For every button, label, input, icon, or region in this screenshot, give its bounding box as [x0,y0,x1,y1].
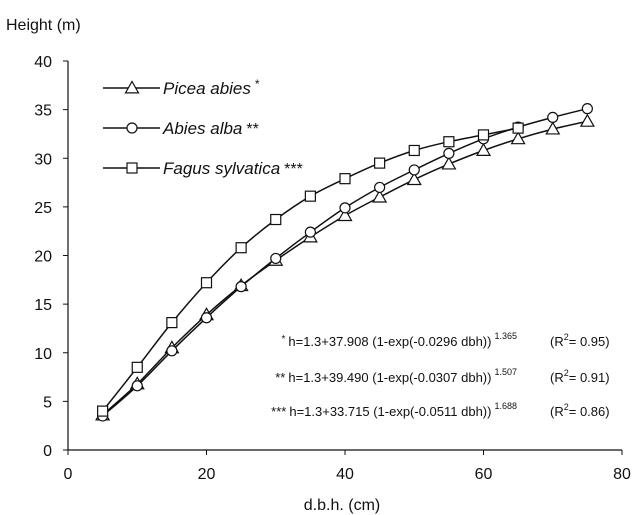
data-point-fagus-sylvatica [477,129,490,141]
data-point-abies-alba [304,226,316,238]
data-point-abies-alba [443,147,455,159]
x-tick-label: 80 [613,466,631,483]
y-tick-label: 0 [43,443,52,460]
x-tick-label: 20 [198,466,216,483]
data-point-picea-abies [406,171,422,186]
y-tick-label: 35 [34,103,52,120]
legend-marker-square [126,162,138,174]
data-point-fagus-sylvatica [131,361,143,373]
equation-text: ** h=1.3+39.490 (1-exp(-0.0307 dbh)) 1.507 [275,367,517,385]
data-point-picea-abies [475,142,492,156]
data-point-abies-alba [581,103,593,115]
axes: 0 5 10 15 20 25 30 35 40 0 20 40 60 80 [34,54,631,483]
equation-2: ** h=1.3+39.490 (1-exp(-0.0307 dbh)) 1.507… [275,367,609,385]
legend-label: Picea abies * [163,77,260,98]
y-axis-label: Height (m) [6,17,81,34]
equation-3: *** h=1.3+33.715 (1-exp(-0.0511 dbh)) 1.68… [271,401,609,419]
data-point-abies-alba [200,312,213,324]
x-tick-label: 60 [475,466,493,483]
data-point-abies-alba [374,181,386,194]
data-point-picea-abies [545,121,561,135]
legend-label: Fagus sylvatica *** [163,159,303,178]
legend-marker-circle [126,122,138,134]
equations: * h=1.3+37.908 (1-exp(-0.0296 dbh)) 1.365 (… [271,331,609,419]
r-squared-text: (R2= 0.91) [550,368,610,385]
data-point-picea-abies [441,156,457,170]
plot-area [95,103,595,422]
data-point-abies-alba [547,111,559,124]
legend-item-fagus-sylvatica: Fagus sylvatica *** [103,159,303,178]
data-point-abies-alba [166,345,178,357]
equation-text: * h=1.3+37.908 (1-exp(-0.0296 dbh)) 1.365 [281,331,517,349]
equation-text: *** h=1.3+33.715 (1-exp(-0.0511 dbh)) 1.68… [271,401,517,419]
y-tick-label: 25 [34,200,52,217]
data-point-fagus-sylvatica [166,317,178,329]
data-point-fagus-sylvatica [235,242,247,254]
data-point-abies-alba [131,380,143,392]
data-point-fagus-sylvatica [97,405,109,417]
y-tick-label: 15 [34,297,52,314]
x-tick-label: 40 [336,466,354,483]
data-point-abies-alba [270,252,282,265]
data-point-abies-alba [339,202,351,214]
legend-item-abies-alba: Abies alba ** [103,119,259,138]
x-tick-label: 0 [64,466,73,483]
data-point-picea-abies [510,131,526,145]
data-point-fagus-sylvatica [443,136,455,148]
legend-item-picea-abies: Picea abies * [103,77,260,98]
legend-marker-triangle [124,80,140,94]
y-tick-label: 20 [34,249,52,266]
x-axis-label: d.b.h. (cm) [304,497,380,514]
data-point-fagus-sylvatica [304,190,316,202]
data-point-picea-abies [337,207,353,222]
y-tick-label: 10 [34,346,52,363]
series-fagus-sylvatica [97,122,524,417]
legend-label: Abies alba ** [162,119,259,138]
data-point-abies-alba [408,164,420,176]
data-point-fagus-sylvatica [270,213,282,226]
data-point-fagus-sylvatica [374,157,386,169]
data-point-fagus-sylvatica [512,122,524,134]
y-tick-label: 30 [34,151,52,168]
data-point-fagus-sylvatica [408,144,420,157]
r-squared-text: (R2= 0.95) [550,332,610,349]
data-point-fagus-sylvatica [339,173,351,185]
data-point-picea-abies [579,113,595,127]
y-tick-label: 40 [34,54,52,71]
legend: Picea abies * Abies alba ** Fagus sylvatica *… [103,77,303,178]
equation-1: * h=1.3+37.908 (1-exp(-0.0296 dbh)) 1.365 (… [281,331,609,349]
data-point-abies-alba [235,281,247,293]
r-squared-text: (R2= 0.86) [550,402,610,419]
y-tick-label: 5 [43,394,52,411]
data-point-fagus-sylvatica [200,277,213,289]
data-point-picea-abies [372,189,388,203]
